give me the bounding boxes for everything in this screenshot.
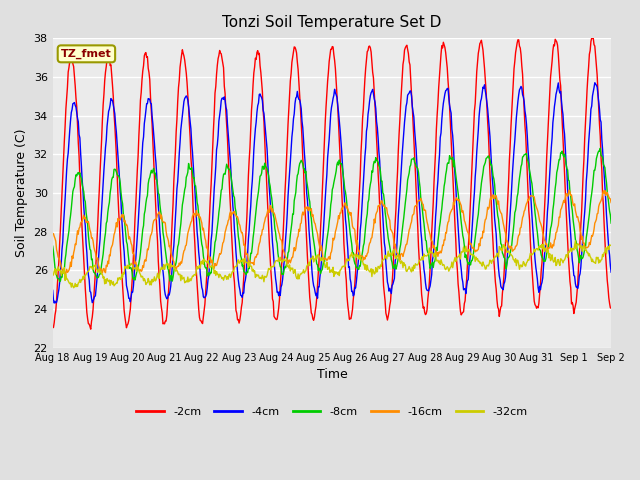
X-axis label: Time: Time: [317, 368, 348, 381]
Title: Tonzi Soil Temperature Set D: Tonzi Soil Temperature Set D: [222, 15, 442, 30]
Text: TZ_fmet: TZ_fmet: [61, 48, 112, 59]
Legend: -2cm, -4cm, -8cm, -16cm, -32cm: -2cm, -4cm, -8cm, -16cm, -32cm: [132, 403, 532, 422]
Y-axis label: Soil Temperature (C): Soil Temperature (C): [15, 129, 28, 257]
